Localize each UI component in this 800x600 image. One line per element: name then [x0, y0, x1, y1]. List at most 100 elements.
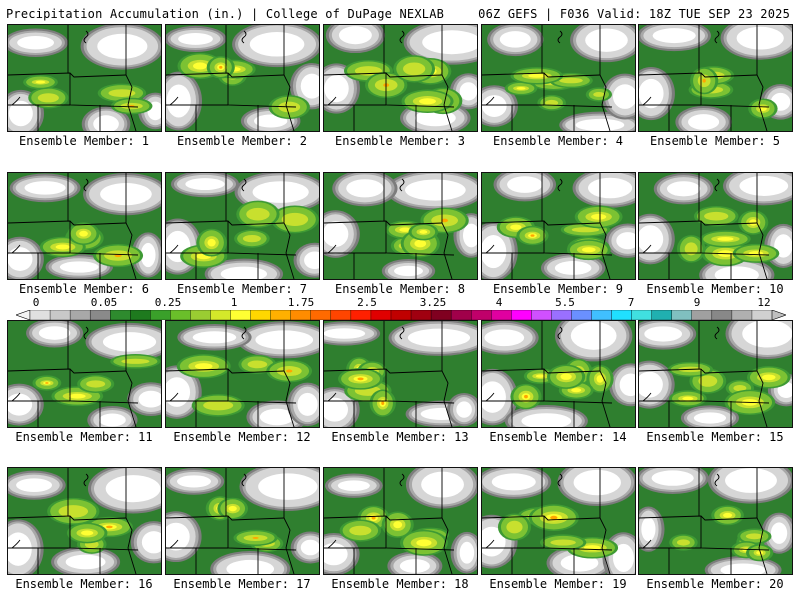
- colorbar-swatch: [691, 310, 713, 320]
- colorbar-swatch: [430, 310, 452, 320]
- colorbar-swatch: [410, 310, 432, 320]
- ensemble-member-map: [7, 320, 162, 428]
- ensemble-member-label: Ensemble Member: 3: [334, 134, 466, 148]
- map-title: Precipitation Accumulation (in.) | Colle…: [6, 7, 445, 21]
- colorbar-swatch: [370, 310, 392, 320]
- ensemble-member-label: Ensemble Member: 4: [492, 134, 624, 148]
- ensemble-member-caption: Ensemble Member: 9: [479, 282, 637, 296]
- ensemble-member-label: Ensemble Member: 15: [646, 430, 784, 444]
- ensemble-member-map: [638, 172, 793, 280]
- ensemble-member-label: Ensemble Member: 5: [649, 134, 781, 148]
- colorbar-swatch: [611, 310, 633, 320]
- colorbar-swatch: [270, 310, 292, 320]
- ensemble-member-map: [165, 467, 320, 575]
- ensemble-member-label: Ensemble Member: 1: [18, 134, 150, 148]
- ensemble-member-map: [638, 467, 793, 575]
- ensemble-member-map: [323, 320, 478, 428]
- colorbar-swatch: [711, 310, 733, 320]
- ensemble-member-caption: Ensemble Member: 2: [163, 134, 321, 148]
- ensemble-member-map: [7, 24, 162, 132]
- colorbar-swatch: [390, 310, 412, 320]
- ensemble-member-label: Ensemble Member: 9: [492, 282, 624, 296]
- colorbar-tick-label: 3.25: [419, 296, 447, 309]
- colorbar-swatch: [350, 310, 372, 320]
- ensemble-member-caption: Ensemble Member: 16: [5, 577, 163, 591]
- colorbar-tick-label: 1: [230, 296, 238, 309]
- colorbar-tick-label: 0.25: [154, 296, 182, 309]
- ensemble-member-label: Ensemble Member: 11: [15, 430, 153, 444]
- colorbar-swatch: [310, 310, 332, 320]
- ensemble-member-label: Ensemble Member: 12: [173, 430, 311, 444]
- ensemble-member-caption: Ensemble Member: 7: [163, 282, 321, 296]
- colorbar-swatch: [671, 310, 693, 320]
- ensemble-member-caption: Ensemble Member: 14: [479, 430, 637, 444]
- colorbar-swatch: [470, 310, 492, 320]
- colorbar-swatch: [551, 310, 572, 320]
- colorbar-swatch: [531, 310, 552, 320]
- colorbar-swatch: [89, 310, 111, 320]
- ensemble-member-map: [481, 172, 636, 280]
- ensemble-member-map: [7, 172, 162, 280]
- ensemble-member-map: [481, 320, 636, 428]
- colorbar-tick-label: 12: [757, 296, 771, 309]
- ensemble-member-label: Ensemble Member: 2: [176, 134, 308, 148]
- ensemble-member-map: [165, 320, 320, 428]
- ensemble-member-caption: Ensemble Member: 15: [636, 430, 794, 444]
- colorbar-swatch: [69, 310, 91, 320]
- colorbar-tick-label: 9: [693, 296, 701, 309]
- colorbar-tick-label: 0.05: [90, 296, 118, 309]
- ensemble-member-label: Ensemble Member: 19: [489, 577, 627, 591]
- ensemble-member-map: [165, 172, 320, 280]
- ensemble-member-label: Ensemble Member: 16: [15, 577, 153, 591]
- colorbar-tick-label: 0: [32, 296, 40, 309]
- ensemble-member-map: [165, 24, 320, 132]
- ensemble-member-caption: Ensemble Member: 10: [636, 282, 794, 296]
- colorbar-swatch: [250, 310, 272, 320]
- colorbar-swatch: [450, 310, 472, 320]
- colorbar-swatch: [290, 310, 312, 320]
- colorbar-swatch: [330, 310, 352, 320]
- ensemble-member-map: [638, 320, 793, 428]
- ensemble-member-label: Ensemble Member: 6: [18, 282, 150, 296]
- ensemble-member-label: Ensemble Member: 10: [646, 282, 784, 296]
- ensemble-member-map: [7, 467, 162, 575]
- colorbar-swatch: [150, 310, 171, 320]
- ensemble-member-map: [638, 24, 793, 132]
- ensemble-member-caption: Ensemble Member: 17: [163, 577, 321, 591]
- ensemble-member-caption: Ensemble Member: 19: [479, 577, 637, 591]
- colorbar-swatch: [731, 310, 753, 320]
- ensemble-member-label: Ensemble Member: 13: [331, 430, 469, 444]
- colorbar-swatch: [170, 310, 191, 320]
- ensemble-member-label: Ensemble Member: 7: [176, 282, 308, 296]
- colorbar-swatch: [190, 310, 211, 320]
- colorbar-tick-label: 1.75: [287, 296, 315, 309]
- colorbar-tick-label: 7: [627, 296, 635, 309]
- ensemble-member-caption: Ensemble Member: 20: [636, 577, 794, 591]
- colorbar-graphic: [16, 310, 786, 320]
- ensemble-member-map: [481, 24, 636, 132]
- colorbar-swatch: [230, 310, 252, 320]
- ensemble-member-caption: Ensemble Member: 5: [636, 134, 794, 148]
- ensemble-member-caption: Ensemble Member: 8: [321, 282, 479, 296]
- ensemble-member-map: [481, 467, 636, 575]
- ensemble-member-label: Ensemble Member: 8: [334, 282, 466, 296]
- ensemble-member-caption: Ensemble Member: 12: [163, 430, 321, 444]
- colorbar-swatch: [571, 310, 593, 320]
- colorbar-swatch: [491, 310, 512, 320]
- ensemble-member-caption: Ensemble Member: 4: [479, 134, 637, 148]
- ensemble-member-caption: Ensemble Member: 6: [5, 282, 163, 296]
- ensemble-member-caption: Ensemble Member: 11: [5, 430, 163, 444]
- ensemble-member-map: [323, 172, 478, 280]
- colorbar-swatch: [631, 310, 653, 320]
- colorbar-swatch: [511, 310, 532, 320]
- colorbar-swatch: [110, 310, 131, 320]
- colorbar-swatch: [751, 310, 773, 320]
- ensemble-member-label: Ensemble Member: 20: [646, 577, 784, 591]
- colorbar-swatch: [651, 310, 673, 320]
- colorbar-swatch: [49, 310, 71, 320]
- colorbar-swatch: [210, 310, 232, 320]
- colorbar-tick-label: 4: [495, 296, 503, 309]
- colorbar-tick-label: 2.5: [357, 296, 377, 309]
- colorbar-tick-label: 5.5: [555, 296, 575, 309]
- ensemble-member-caption: Ensemble Member: 1: [5, 134, 163, 148]
